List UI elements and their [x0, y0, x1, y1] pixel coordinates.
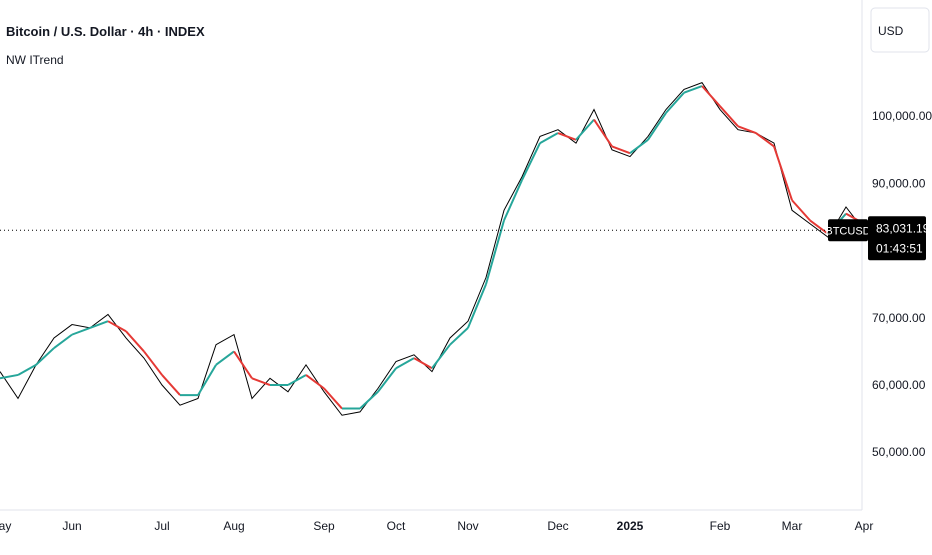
trend-segment [611, 145, 631, 155]
y-tick-label: 60,000.00 [872, 378, 926, 392]
trend-segment [719, 105, 739, 127]
x-tick-label: Apr [855, 519, 874, 533]
trend-segment [521, 142, 541, 181]
x-tick-label: Nov [457, 519, 478, 533]
y-tick-label: 70,000.00 [872, 311, 926, 325]
trend-segment [683, 85, 703, 94]
trend-segment [215, 350, 235, 366]
trend-segment [791, 199, 811, 222]
trend-segment [89, 320, 109, 329]
symbol-tag [828, 219, 868, 242]
countdown-label: 01:43:51 [876, 241, 923, 255]
trend-segment [413, 357, 433, 370]
trend-segment [305, 374, 325, 390]
trend-segment [161, 374, 181, 396]
trend-segment [665, 92, 685, 114]
trend-segment [647, 112, 667, 141]
currency-button[interactable] [870, 7, 930, 53]
trend-segment [323, 387, 343, 410]
symbol-label: BTCUSD [825, 225, 870, 237]
trend-segment [557, 132, 577, 141]
trend-segment [539, 132, 559, 144]
price-line [0, 82, 865, 416]
chart-title: Bitcoin / U.S. Dollar · 4h · INDEX [6, 24, 205, 39]
price-tag [868, 216, 926, 261]
x-tick-label: Oct [387, 519, 406, 533]
trend-segment [701, 85, 721, 107]
trend-segment [125, 330, 145, 353]
currency-label[interactable]: USD [878, 24, 904, 38]
trend-segment [251, 377, 271, 386]
trend-segment [593, 119, 613, 148]
trend-segment [503, 179, 523, 221]
y-tick-label: 100,000.00 [872, 109, 932, 123]
trend-segment [143, 350, 163, 376]
trend-segment [449, 327, 469, 346]
trend-segment [233, 350, 253, 379]
trend-segment [431, 344, 451, 369]
trend-segment [395, 357, 415, 370]
trend-segment [287, 374, 307, 386]
trend-segment [53, 333, 73, 349]
x-tick-label: Jul [154, 519, 169, 533]
y-tick-label: 50,000.00 [872, 445, 926, 459]
y-tick-label: 90,000.00 [872, 176, 926, 190]
trend-segment [71, 326, 91, 336]
trend-segment [773, 146, 793, 201]
trend-segment [377, 367, 397, 393]
trend-segment [485, 220, 505, 285]
trend-segment [35, 347, 55, 366]
trend-segment [107, 320, 127, 333]
x-tick-label: Sep [313, 519, 335, 533]
trend-segment [575, 118, 595, 141]
trend-segment [629, 138, 649, 155]
trend-segment [755, 132, 775, 148]
x-tick-label: Dec [547, 519, 568, 533]
trend-segment [0, 373, 19, 380]
x-tick-label: 2025 [617, 519, 644, 533]
trend-segment [737, 125, 757, 134]
trend-segment [197, 364, 217, 396]
price-label: 83,031.19 [876, 221, 930, 235]
x-tick-label: Aug [223, 519, 244, 533]
trend-segment [467, 283, 487, 329]
trend-segment [17, 363, 37, 376]
x-tick-label: May [0, 519, 11, 533]
x-tick-label: Mar [782, 519, 803, 533]
trend-segment [809, 219, 829, 235]
indicator-name: NW ITrend [6, 53, 64, 67]
trend-segment [359, 391, 379, 410]
x-tick-label: Jun [62, 519, 81, 533]
x-tick-label: Feb [710, 519, 731, 533]
